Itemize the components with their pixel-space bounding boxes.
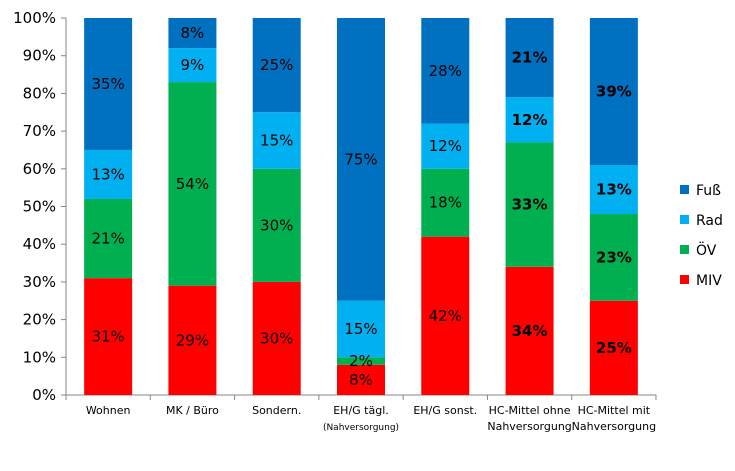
data-label: 31% bbox=[91, 328, 124, 346]
data-label: 13% bbox=[596, 181, 632, 199]
data-label: 42% bbox=[429, 307, 462, 325]
data-label: 21% bbox=[512, 49, 548, 67]
y-tick-label: 30% bbox=[23, 273, 56, 291]
y-tick-label: 0% bbox=[32, 386, 56, 404]
data-label: 30% bbox=[260, 329, 293, 347]
data-label: 25% bbox=[596, 339, 632, 357]
x-tick-label: Nahversorgung bbox=[572, 420, 656, 433]
bar-segment-öv bbox=[421, 168, 470, 237]
data-label: 12% bbox=[512, 111, 548, 129]
x-tick-label: HC-Mittel mit bbox=[578, 404, 651, 417]
segment-labels: 31%21%13%35%29%54%9%8%30%30%15%25%8%2%15… bbox=[91, 24, 631, 389]
data-label: 13% bbox=[91, 165, 124, 183]
data-label: 2% bbox=[349, 352, 373, 370]
bar-segment-miv bbox=[337, 364, 385, 395]
legend-swatch bbox=[680, 215, 689, 224]
x-tick-label: Wohnen bbox=[86, 404, 131, 417]
legend: Fuß Rad ÖV MIV bbox=[680, 183, 723, 289]
bar-segment-fuß bbox=[337, 18, 385, 301]
legend-label: Fuß bbox=[696, 183, 721, 199]
data-label: 30% bbox=[260, 216, 293, 234]
data-label: 15% bbox=[260, 132, 293, 150]
x-tick-label: HC-Mittel ohne bbox=[489, 404, 571, 417]
y-tick-label: 40% bbox=[23, 235, 56, 253]
data-label: 25% bbox=[260, 56, 293, 74]
bar-segment-rad bbox=[84, 149, 133, 199]
data-label: 35% bbox=[91, 75, 124, 93]
data-label: 33% bbox=[512, 196, 548, 214]
bar-segment-rad bbox=[589, 165, 638, 215]
legend-label: MIV bbox=[696, 273, 722, 289]
bar-segment-fuß bbox=[505, 18, 554, 98]
bar-segment-miv bbox=[421, 236, 470, 395]
x-axis: Wohnen MK / Büro Sondern. EH/G tägl. (Nahver… bbox=[65, 394, 657, 433]
bars bbox=[84, 18, 638, 395]
bar-segment-fuß bbox=[421, 18, 470, 124]
x-tick-label: Nahversorgung bbox=[487, 420, 571, 433]
data-label: 23% bbox=[596, 248, 632, 266]
bar-segment-miv bbox=[84, 278, 133, 395]
bar-segment-miv bbox=[505, 266, 554, 395]
bar-segment-öv bbox=[252, 168, 301, 282]
legend-label: Rad bbox=[696, 213, 723, 229]
bar-segment-öv bbox=[168, 82, 217, 286]
data-label: 28% bbox=[429, 62, 462, 80]
legend-swatch bbox=[680, 245, 689, 254]
x-tick-label: (Nahversorgung) bbox=[323, 423, 399, 433]
data-label: 34% bbox=[512, 322, 548, 340]
x-tick-label: MK / Büro bbox=[166, 404, 219, 417]
bar-segment-fuß bbox=[168, 18, 217, 49]
bar-segment-miv bbox=[589, 300, 638, 395]
y-tick-label: 70% bbox=[23, 122, 56, 140]
data-label: 29% bbox=[176, 331, 209, 349]
legend-label: ÖV bbox=[696, 241, 717, 259]
y-tick-label: 50% bbox=[23, 198, 56, 216]
bar-segment-öv bbox=[84, 198, 133, 279]
y-tick-label: 100% bbox=[13, 9, 56, 27]
bar-segment-öv bbox=[589, 214, 638, 301]
bar-segment-rad bbox=[337, 300, 385, 358]
legend-swatch bbox=[680, 275, 689, 284]
bar-segment-fuß bbox=[589, 18, 638, 166]
data-label: 9% bbox=[181, 56, 205, 74]
data-label: 8% bbox=[349, 371, 373, 389]
bar-segment-rad bbox=[421, 123, 470, 169]
x-tick-label: Sondern. bbox=[252, 404, 301, 417]
bar-segment-miv bbox=[252, 281, 301, 395]
data-label: 75% bbox=[344, 150, 377, 168]
data-label: 8% bbox=[181, 24, 205, 42]
y-tick-label: 80% bbox=[23, 84, 56, 102]
data-label: 18% bbox=[429, 194, 462, 212]
y-tick-label: 90% bbox=[23, 47, 56, 65]
legend-swatch bbox=[680, 185, 689, 194]
bar-segment-rad bbox=[168, 48, 217, 83]
bar-segment-fuß bbox=[84, 18, 133, 150]
bar-segment-fuß bbox=[252, 18, 301, 113]
x-tick-label: EH/G tägl. bbox=[333, 404, 389, 417]
data-label: 15% bbox=[344, 320, 377, 338]
data-label: 12% bbox=[429, 137, 462, 155]
y-tick-label: 60% bbox=[23, 160, 56, 178]
bar-segment-öv bbox=[505, 142, 554, 267]
data-label: 54% bbox=[176, 175, 209, 193]
data-label: 39% bbox=[596, 83, 632, 101]
x-tick-label: EH/G sonst. bbox=[413, 404, 477, 417]
bar-segment-rad bbox=[252, 112, 301, 169]
bar-segment-miv bbox=[168, 285, 217, 395]
y-axis: 0% 10% 20% 30% 40% 50% 60% 70% 80% 90% 100% bbox=[13, 9, 67, 404]
y-tick-label: 20% bbox=[23, 311, 56, 329]
data-label: 21% bbox=[91, 230, 124, 248]
bar-segment-rad bbox=[505, 97, 554, 143]
bar-segment-öv bbox=[337, 357, 385, 365]
y-tick-label: 10% bbox=[23, 348, 56, 366]
